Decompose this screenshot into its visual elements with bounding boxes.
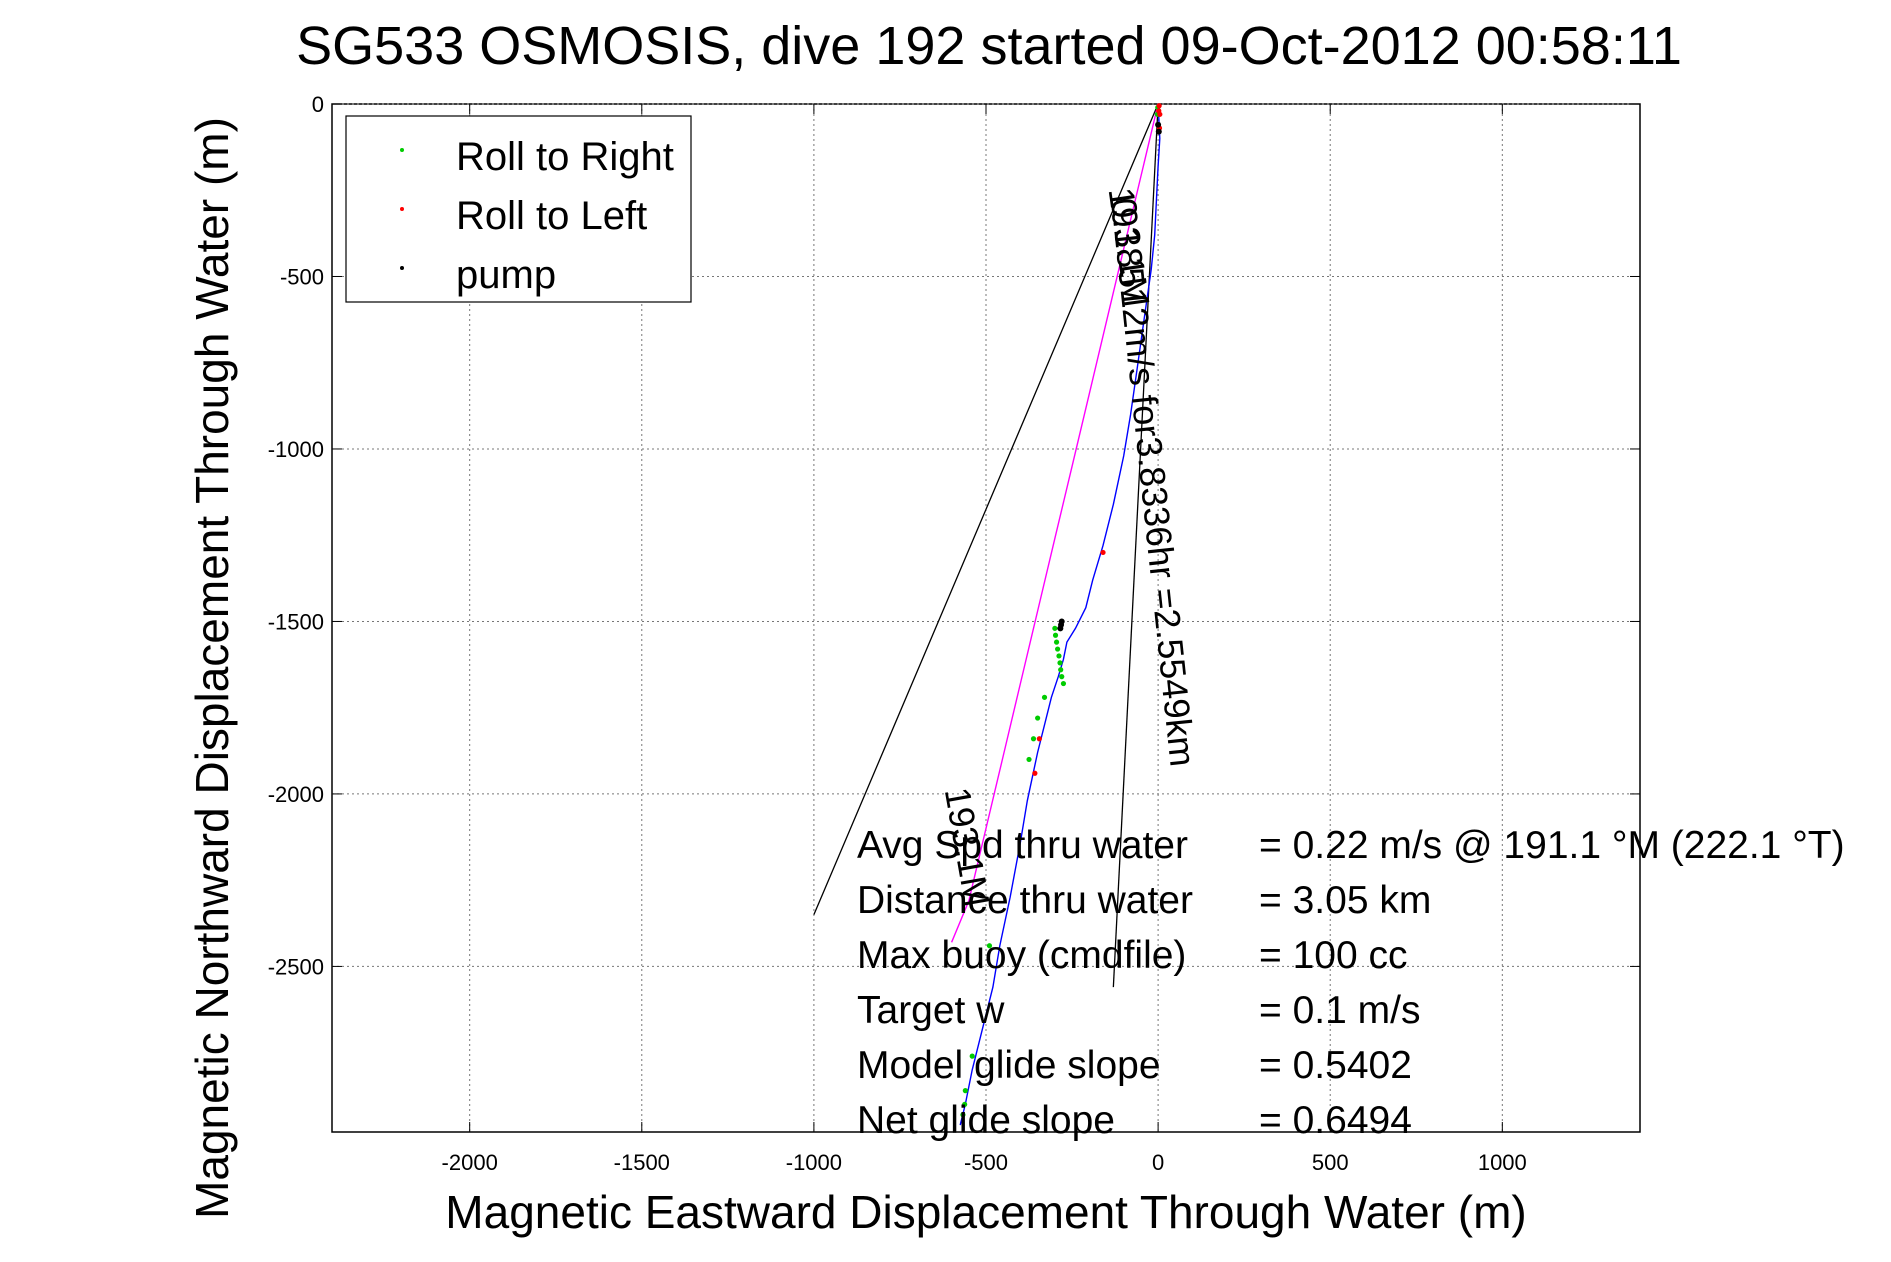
roll-left-point (1032, 770, 1038, 776)
x-tick-label: -500 (964, 1150, 1008, 1175)
y-tick-label: 0 (312, 92, 324, 117)
legend-label-pump: pump (456, 253, 556, 297)
legend-marker-roll-right (400, 148, 404, 152)
y-tick-label: -1500 (268, 609, 324, 634)
legend: Roll to Right Roll to Left pump (345, 115, 692, 303)
roll-right-point (1054, 646, 1061, 652)
roll-left-point (1036, 736, 1042, 742)
roll-right-point (1057, 660, 1063, 666)
heading-reference-line (813, 103, 1159, 915)
stat-label-avg-speed: Avg Spd thru water (857, 824, 1188, 867)
heading-reference-line (1112, 103, 1159, 988)
x-tick-label: -1500 (614, 1150, 670, 1175)
roll-left-point (1157, 111, 1163, 117)
chart-title: SG533 OSMOSIS, dive 192 started 09-Oct-2… (296, 16, 1682, 76)
stat-value-distance: = 3.05 km (1259, 879, 1431, 922)
y-tick-label: -2500 (268, 954, 324, 979)
stat-value-model-glide: = 0.5402 (1259, 1044, 1412, 1087)
roll-right-point (962, 1101, 968, 1108)
roll-right-point (1060, 680, 1067, 687)
roll-right-point (1035, 715, 1041, 721)
x-tick-label: 1000 (1478, 1150, 1527, 1175)
roll-right-point (1026, 756, 1032, 763)
pump-point (1155, 121, 1162, 128)
marker-points (960, 103, 1163, 1118)
legend-label-roll-right: Roll to Right (456, 135, 674, 179)
x-axis-ticks: -2000 -1500 -1000 -500 0 500 1000 (442, 104, 1527, 1175)
x-tick-label: -1000 (786, 1150, 842, 1175)
track-line (950, 103, 1159, 943)
roll-right-point (1059, 674, 1065, 680)
stat-value-target-w: = 0.1 m/s (1259, 989, 1420, 1032)
legend-label-roll-left: Roll to Left (456, 194, 647, 238)
track-line (959, 103, 1161, 1126)
x-tick-label: 500 (1312, 1150, 1349, 1175)
roll-left-point (1156, 103, 1162, 109)
stat-label-max-buoy: Max buoy (cmdfile) (857, 934, 1186, 977)
roll-right-point (1052, 625, 1058, 631)
roll-right-point (1052, 632, 1059, 638)
y-axis-ticks: 0 -500 -1000 -1500 -2000 -2500 (268, 92, 1640, 979)
pump-point (1057, 625, 1064, 632)
x-tick-label: -2000 (442, 1150, 498, 1175)
roll-right-point (960, 1112, 966, 1118)
stat-value-max-buoy: = 100 cc (1259, 934, 1408, 977)
legend-marker-pump (400, 266, 404, 270)
dive-statistics: Avg Spd thru water = 0.22 m/s @ 191.1 °M… (857, 824, 1845, 1142)
roll-right-point (986, 943, 993, 949)
roll-right-point (962, 1088, 968, 1094)
stat-label-net-glide: Net glide slope (857, 1099, 1115, 1142)
y-tick-label: -2000 (268, 782, 324, 807)
stat-value-avg-speed: = 0.22 m/s @ 191.1 °M (222.1 °T) (1259, 824, 1845, 867)
pump-point (1155, 128, 1162, 135)
reference-lines (813, 103, 1159, 988)
y-tick-label: -1000 (268, 437, 324, 462)
roll-right-point (969, 1053, 975, 1059)
series-layer (950, 103, 1161, 1126)
roll-right-point (1041, 694, 1048, 700)
stat-label-distance: Distance thru water (857, 879, 1193, 922)
y-tick-label: -500 (280, 264, 324, 289)
roll-right-point (1058, 667, 1064, 673)
y-axis-label: Magnetic Northward Displacement Through … (186, 117, 238, 1219)
stat-value-net-glide: = 0.6494 (1259, 1099, 1412, 1142)
x-tick-label: 0 (1152, 1150, 1164, 1175)
stat-label-model-glide: Model glide slope (857, 1044, 1161, 1087)
roll-right-point (1053, 639, 1060, 645)
roll-right-point (1056, 653, 1062, 659)
stat-label-target-w: Target w (857, 989, 1005, 1032)
roll-left-point (1100, 549, 1106, 556)
roll-right-point (1030, 736, 1037, 742)
legend-marker-roll-left (400, 207, 404, 211)
x-axis-label: Magnetic Eastward Displacement Through W… (445, 1186, 1526, 1238)
